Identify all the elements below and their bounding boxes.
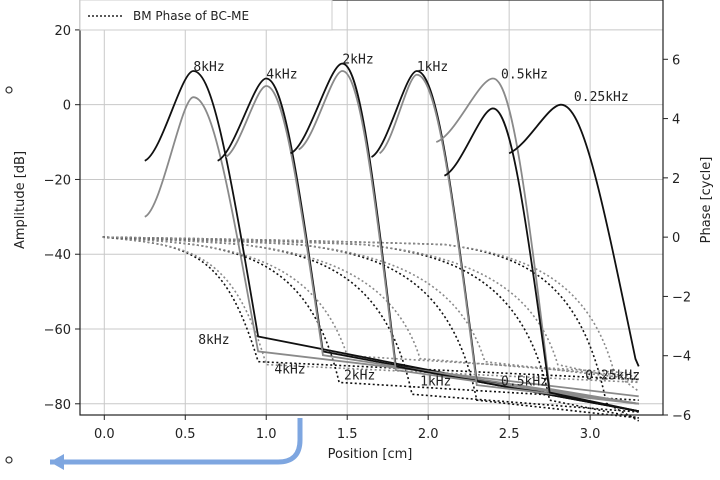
phase-label-1kHz: 1kHz — [420, 374, 451, 389]
phase-curve-4kHz — [102, 236, 639, 375]
amplitude-label-2kHz: 2kHz — [342, 53, 373, 68]
right-y-axis-ticks: 6 4 2 0 −2 −4 −6 — [663, 53, 691, 424]
phase-label-4kHz: 4kHz — [274, 363, 305, 378]
grid-lines — [80, 0, 663, 415]
amplitude-label-8kHz: 8kHz — [193, 60, 224, 75]
amplitude-curves — [144, 62, 640, 413]
x-tick-label: 1.0 — [256, 427, 277, 442]
right-y-tick-label: 0 — [672, 231, 680, 246]
amplitude-label-0.25kHz: 0.25kHz — [574, 90, 629, 105]
x-tick-label: 0.0 — [94, 427, 115, 442]
left-y-tick-label: −80 — [44, 398, 71, 413]
amplitude-curve-0.25kHz — [508, 103, 640, 367]
right-y-tick-label: 4 — [672, 113, 680, 128]
amplitude-curve-0.5kHz — [435, 77, 639, 405]
right-y-axis-label: Phase [cycle] — [699, 157, 714, 244]
x-axis-ticks: 0.0 0.5 1.0 1.5 2.0 2.5 3.0 — [94, 415, 601, 442]
x-tick-label: 3.0 — [580, 427, 601, 442]
right-y-tick-label: 6 — [672, 53, 680, 68]
right-y-tick-label: −4 — [672, 350, 691, 365]
amplitude-curve-8kHz — [144, 96, 639, 398]
right-y-tick-label: 2 — [672, 172, 680, 187]
phase-curves — [102, 236, 640, 422]
left-y-tick-label: −60 — [44, 323, 71, 338]
left-y-tick-label: 0 — [63, 99, 71, 114]
phase-label-0.25kHz: 0.25kHz — [585, 368, 640, 383]
x-tick-label: 0.5 — [175, 427, 196, 442]
left-y-tick-label: −40 — [44, 248, 71, 263]
curve-labels: 8kHz 8kHz 4kHz 4kHz 2kHz 2kHz 1kHz 1kHz 0.5kHz 0.… — [193, 53, 640, 390]
phase-label-0.5kHz: 0.5kHz — [501, 374, 548, 389]
phase-curve-2kHz — [102, 236, 639, 378]
x-tick-label: 2.0 — [418, 427, 439, 442]
amplitude-label-1kHz: 1kHz — [417, 60, 448, 75]
x-tick-label: 2.5 — [499, 427, 520, 442]
phase-curve-8kHz — [102, 236, 639, 384]
phase-label-8kHz: 8kHz — [198, 333, 229, 348]
legend-entry-bm-phase: BM Phase of BC-ME — [133, 9, 249, 23]
amplitude-curve-4kHz — [225, 85, 639, 405]
left-y-tick-label: 20 — [54, 24, 71, 39]
right-y-tick-label: −2 — [672, 290, 691, 305]
amplitude-label-0.5kHz: 0.5kHz — [501, 68, 548, 83]
left-y-axis-ticks: 20 0 −20 −40 −60 −80 — [44, 24, 80, 413]
amplitude-curve-4kHz — [217, 77, 639, 413]
legend-box — [79, 0, 333, 31]
phase-curve-0.25kHz — [102, 236, 640, 392]
amplitude-curve-0.5kHz — [443, 107, 639, 413]
phase-curve-1kHz — [102, 236, 639, 381]
left-y-tick-label: −20 — [44, 173, 71, 188]
amplitude-curve-1kHz — [378, 73, 639, 405]
left-y-axis-label: Amplitude [dB] — [13, 151, 28, 249]
decorative-dot — [5, 86, 13, 94]
amplitude-curve-1kHz — [370, 70, 639, 413]
right-y-tick-label: −6 — [672, 409, 691, 424]
amplitude-label-4kHz: 4kHz — [266, 68, 297, 83]
blue-arrow-decoration — [50, 418, 303, 470]
plot-frame — [79, 0, 664, 416]
phase-curve-2kHz — [102, 236, 639, 413]
amplitude-curve-2kHz — [298, 70, 639, 405]
legend: BM Phase of BC-ME — [79, 0, 333, 31]
x-tick-label: 1.5 — [337, 427, 358, 442]
phase-label-2kHz: 2kHz — [344, 368, 375, 383]
decorative-dot — [5, 456, 13, 464]
amplitude-curve-8kHz — [144, 70, 639, 413]
x-axis-label: Position [cm] — [328, 447, 413, 462]
